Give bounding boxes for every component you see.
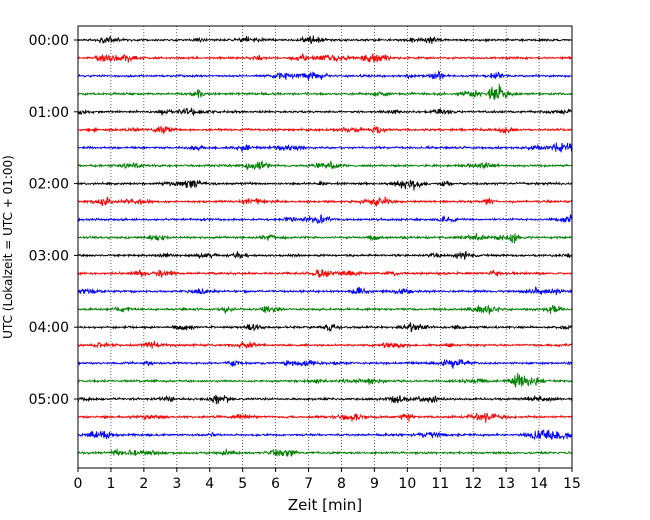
trace-row-0000: [77, 35, 573, 45]
trace-row-0200: [77, 179, 573, 191]
trace-row-0445: [77, 372, 573, 388]
trace-row-0115: [77, 125, 573, 135]
trace-row-0500: [77, 394, 573, 405]
x-tick-label: 11: [431, 476, 449, 492]
trace-row-0145: [77, 160, 573, 171]
y-tick-label: 02:00: [29, 177, 69, 193]
x-axis-label: Zeit [min]: [288, 496, 362, 514]
x-tick-label: 9: [370, 476, 379, 492]
trace-row-0330: [77, 286, 573, 296]
x-tick-label: 10: [398, 476, 416, 492]
trace-row-0245: [77, 232, 573, 244]
y-tick-label: 00:00: [29, 33, 69, 49]
trace-row-0400: [77, 322, 573, 333]
trace-row-0315: [77, 269, 573, 278]
vertical-grid: [110, 26, 540, 468]
trace-row-0230: [77, 214, 573, 224]
trace-row-0045: [77, 84, 573, 101]
y-tick-label: 04:00: [29, 320, 69, 336]
seismic-traces: [77, 35, 573, 458]
x-tick-label: 14: [530, 476, 548, 492]
trace-row-0030: [77, 70, 573, 81]
y-tick-label: 05:00: [29, 392, 69, 408]
y-axis-label: UTC (Lokalzeit = UTC + 01:00): [1, 155, 15, 339]
x-tick-label: 13: [497, 476, 515, 492]
axes-frame: [77, 25, 573, 469]
trace-row-0530: [77, 428, 573, 441]
trace-row-0430: [77, 359, 573, 369]
x-tick-label: 3: [172, 476, 181, 492]
x-tick-label: 7: [304, 476, 313, 492]
trace-row-0300: [77, 250, 573, 260]
axis-ticks: 0 1 2 3 4 5 6 7 8 9 10 11 12 13 14 1500:0001:0002:0003:…: [29, 33, 581, 492]
trace-row-0515: [77, 412, 573, 423]
x-tick-label: 12: [464, 476, 482, 492]
x-tick-label: 2: [139, 476, 148, 492]
y-tick-label: 03:00: [29, 248, 69, 264]
trace-row-0015: [77, 52, 573, 63]
x-tick-label: 0: [74, 476, 83, 492]
trace-row-0100: [77, 107, 573, 117]
trace-row-0415: [77, 340, 573, 350]
x-tick-label: 1: [106, 476, 115, 492]
x-tick-label: 4: [205, 476, 214, 492]
trace-row-0545: [77, 448, 573, 458]
x-tick-label: 5: [238, 476, 247, 492]
x-tick-label: 8: [337, 476, 346, 492]
trace-row-0345: [77, 304, 573, 315]
y-tick-label: 01:00: [29, 105, 69, 121]
x-tick-label: 6: [271, 476, 280, 492]
trace-row-0130: [77, 142, 573, 153]
x-tick-label: 15: [563, 476, 581, 492]
trace-row-0215: [77, 196, 573, 207]
